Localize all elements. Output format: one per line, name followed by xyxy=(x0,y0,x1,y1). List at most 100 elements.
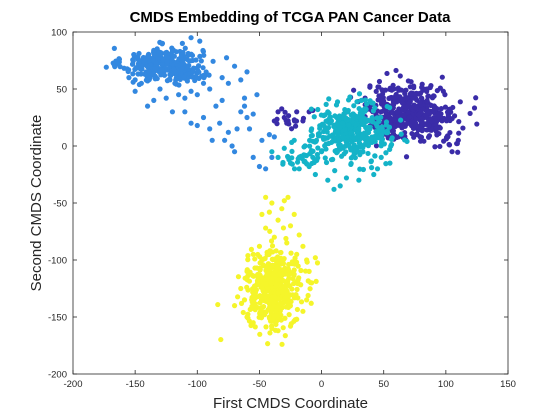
data-point xyxy=(434,106,440,112)
data-point xyxy=(244,268,250,274)
data-point xyxy=(207,86,213,92)
data-point xyxy=(358,97,364,103)
data-point xyxy=(383,150,389,156)
data-point xyxy=(425,93,432,99)
data-point xyxy=(425,110,432,116)
data-point xyxy=(138,80,144,86)
data-point xyxy=(275,217,281,223)
data-point xyxy=(159,67,165,73)
data-point xyxy=(442,104,449,110)
data-point xyxy=(312,171,318,178)
data-point xyxy=(372,105,378,111)
data-point xyxy=(400,96,406,102)
data-point xyxy=(428,127,434,133)
data-point xyxy=(286,312,292,318)
data-point xyxy=(277,261,284,267)
data-point xyxy=(362,97,369,103)
data-point xyxy=(364,135,371,142)
data-point xyxy=(151,47,157,54)
data-point xyxy=(309,132,315,139)
data-point xyxy=(160,61,166,67)
data-point xyxy=(333,102,340,108)
data-point xyxy=(367,84,373,90)
data-point xyxy=(283,235,289,242)
data-point xyxy=(328,157,335,163)
data-point xyxy=(257,331,263,337)
data-point xyxy=(238,300,245,306)
data-point xyxy=(365,128,371,134)
data-point xyxy=(259,211,265,217)
data-point xyxy=(435,111,441,117)
data-point xyxy=(188,88,194,94)
data-point xyxy=(332,113,338,119)
data-point xyxy=(238,109,244,115)
data-point xyxy=(229,143,235,149)
data-point xyxy=(147,75,153,81)
data-point xyxy=(184,63,190,69)
data-point xyxy=(121,65,127,71)
data-point xyxy=(352,155,358,161)
x-tick-label: -200 xyxy=(63,379,82,390)
data-point xyxy=(371,171,377,178)
data-point xyxy=(320,136,327,142)
data-point xyxy=(140,54,147,61)
data-point xyxy=(164,54,170,60)
data-point xyxy=(241,103,248,109)
data-point xyxy=(234,126,240,132)
data-point xyxy=(306,163,312,170)
data-point xyxy=(360,149,366,155)
data-point xyxy=(309,280,315,286)
data-point xyxy=(267,228,273,234)
data-point xyxy=(402,90,408,97)
data-point xyxy=(457,99,463,105)
data-point xyxy=(164,59,170,65)
data-point xyxy=(195,63,202,69)
data-point xyxy=(417,138,424,144)
data-point xyxy=(339,120,345,126)
data-point xyxy=(153,60,160,66)
data-point xyxy=(455,149,461,155)
data-point xyxy=(298,153,304,159)
data-point xyxy=(312,157,318,164)
data-point xyxy=(439,74,445,80)
data-point xyxy=(337,183,343,189)
y-axis-label: Second CMDS Coordinate xyxy=(28,115,45,292)
data-point xyxy=(152,65,158,72)
data-point xyxy=(270,317,276,324)
data-point xyxy=(245,253,251,259)
data-point xyxy=(135,61,142,67)
data-point xyxy=(235,274,242,280)
data-point xyxy=(194,92,200,98)
data-point xyxy=(337,124,343,131)
data-point xyxy=(200,80,207,86)
data-point xyxy=(265,341,271,347)
data-point xyxy=(257,309,263,316)
data-point xyxy=(284,240,290,246)
data-point xyxy=(385,130,391,136)
data-point xyxy=(400,124,406,130)
data-point xyxy=(424,86,430,92)
data-point xyxy=(111,45,117,51)
data-point xyxy=(136,50,142,57)
data-point xyxy=(209,137,215,143)
data-point xyxy=(348,155,354,161)
data-point xyxy=(418,134,425,140)
data-point xyxy=(409,118,415,125)
data-point xyxy=(426,122,432,128)
data-point xyxy=(157,39,163,45)
data-point xyxy=(215,301,221,308)
data-point xyxy=(354,99,360,105)
data-point xyxy=(291,280,297,287)
data-point xyxy=(245,257,251,263)
data-point xyxy=(146,58,152,64)
data-point xyxy=(420,106,426,112)
data-point xyxy=(433,118,440,125)
data-point xyxy=(151,97,157,103)
data-point xyxy=(302,158,308,164)
data-point xyxy=(278,250,284,256)
data-point xyxy=(252,256,258,262)
data-point xyxy=(359,111,365,117)
data-point xyxy=(223,55,230,61)
data-point xyxy=(225,80,231,86)
